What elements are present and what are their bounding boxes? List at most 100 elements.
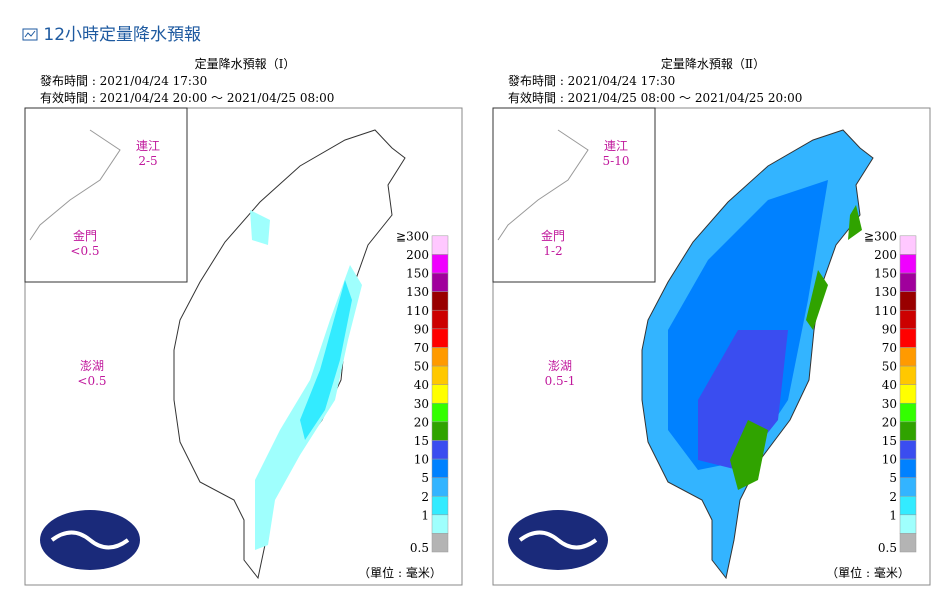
chart-icon [22,28,38,41]
legend-label: 30 [882,397,897,411]
legend-swatch [431,440,449,460]
legend-swatch [431,309,449,330]
rain-area [730,420,768,490]
legend-label: 150 [874,267,897,281]
legend-swatch [431,533,449,553]
inset-name: 澎湖 [548,358,572,373]
inset-name: 金門 [73,228,97,243]
rain-area [250,210,270,245]
legend-swatch [899,440,917,460]
inset-name: 金門 [541,228,565,243]
legend-swatch [899,421,917,441]
legend-label: 50 [882,360,897,374]
legend-label: 2 [889,490,897,504]
legend-label: 1 [889,508,897,522]
legend-label: 40 [414,378,429,392]
legend-label: 0.5 [878,541,897,555]
map-panel: 定量降水預報（Ⅱ） 發布時間 : 2021/04/24 17:30 有效時間 : 2… [492,56,931,586]
legend-label: 110 [874,304,897,318]
issued-time: 發布時間 : 2021/04/24 17:30 [40,73,207,88]
taiwan [173,129,406,580]
legend-swatch [899,347,917,367]
inset-value: <0.5 [70,244,99,258]
inset-value: 1-2 [543,244,562,258]
legend-swatch [431,365,449,385]
legend-swatch [899,402,917,423]
legend-swatch [899,272,917,292]
legend-label: 1 [421,508,429,522]
legend-swatch [899,495,917,516]
legend-swatch [899,458,917,478]
legend-label: 150 [406,267,429,281]
legend-label: 90 [882,322,897,336]
legend-label: 20 [882,415,897,429]
unit-label: （單位 : 毫米） [826,565,910,580]
legend-label: ≧300 [396,229,429,243]
legend-swatch [899,477,917,497]
legend-label: 200 [874,248,897,262]
inset-name: 連江 [136,139,160,153]
inset-value: 2-5 [138,154,157,168]
legend-label: 70 [882,341,897,355]
legend-swatch [899,291,917,311]
map-title: 定量降水預報（Ⅰ） [195,56,296,71]
inset-name: 澎湖 [80,358,104,373]
legend-swatch [431,235,449,255]
legend-swatch [899,533,917,553]
inset-box [24,107,188,283]
legend-label: 0.5 [410,541,429,555]
valid-time: 有效時間 : 2021/04/24 20:00 ～ 2021/04/25 08:… [40,90,334,105]
legend-swatch [431,254,449,274]
inset-value: <0.5 [77,374,106,388]
legend-swatch [899,254,917,274]
legend-swatch [431,495,449,516]
legend-swatch [431,402,449,423]
legend-label: 90 [414,322,429,336]
legend-swatch [431,272,449,292]
legend-label: 10 [414,453,429,467]
legend-swatch [899,328,917,348]
legend-swatch [899,384,917,404]
cwb-logo-wave [50,530,130,550]
legend-label: 5 [889,471,897,485]
title-text: 12小時定量降水預報 [43,25,202,45]
cwb-logo-wave [518,530,598,550]
legend-label: 10 [882,453,897,467]
legend-swatch [899,514,917,534]
valid-time: 有效時間 : 2021/04/25 08:00 ～ 2021/04/25 20:… [508,90,802,105]
legend-label: 20 [414,415,429,429]
rain-area [806,270,828,330]
legend-label: 15 [414,434,429,448]
legend-label: 130 [874,285,897,299]
page-title: 12小時定量降水預報 [22,20,201,45]
legend-label: 200 [406,248,429,262]
map-panel: 定量降水預報（Ⅰ） 發布時間 : 2021/04/24 17:30 有效時間 : 2… [24,56,463,586]
legend-label: 40 [882,378,897,392]
legend-swatch [431,458,449,478]
legend-label: 130 [406,285,429,299]
legend-swatch [431,384,449,404]
legend-swatch [899,365,917,385]
legend-swatch [431,347,449,367]
legend-label: 5 [421,471,429,485]
inset-name: 連江 [604,139,628,153]
unit-label: （單位 : 毫米） [358,565,442,580]
issued-time: 發布時間 : 2021/04/24 17:30 [508,73,675,88]
legend-swatch [431,291,449,311]
legend-label: 50 [414,360,429,374]
legend-swatch [431,421,449,441]
legend-label: 15 [882,434,897,448]
coast [497,129,589,241]
map-title: 定量降水預報（Ⅱ） [661,56,765,71]
legend-label: 70 [414,341,429,355]
rain-area [848,205,862,240]
inset-box [492,107,656,283]
legend-swatch [431,514,449,534]
legend-swatch [899,235,917,255]
coast [29,129,121,241]
legend-label: 30 [414,397,429,411]
legend-swatch [431,477,449,497]
inset-value: 5-10 [603,154,630,168]
